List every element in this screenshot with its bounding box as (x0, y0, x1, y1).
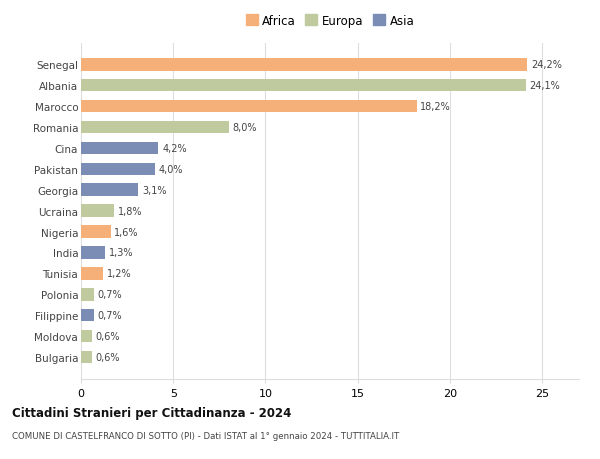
Text: 24,2%: 24,2% (531, 60, 562, 70)
Legend: Africa, Europa, Asia: Africa, Europa, Asia (242, 11, 418, 31)
Text: 4,2%: 4,2% (162, 144, 187, 154)
Text: 0,7%: 0,7% (98, 310, 122, 320)
Text: 24,1%: 24,1% (529, 81, 560, 91)
Text: COMUNE DI CASTELFRANCO DI SOTTO (PI) - Dati ISTAT al 1° gennaio 2024 - TUTTITALI: COMUNE DI CASTELFRANCO DI SOTTO (PI) - D… (12, 431, 399, 441)
Bar (81, 205, 114, 218)
Bar (81, 59, 527, 71)
Text: 0,6%: 0,6% (96, 331, 120, 341)
Bar (81, 309, 94, 322)
Text: 18,2%: 18,2% (421, 102, 451, 112)
Text: 1,2%: 1,2% (107, 269, 131, 279)
Text: 3,1%: 3,1% (142, 185, 166, 195)
Text: 4,0%: 4,0% (158, 164, 183, 174)
Text: 1,8%: 1,8% (118, 206, 142, 216)
Bar (81, 288, 94, 301)
Bar (81, 101, 416, 113)
Bar (81, 142, 158, 155)
Bar (81, 184, 138, 196)
Bar (81, 246, 105, 259)
Text: 1,3%: 1,3% (109, 248, 133, 258)
Bar (81, 122, 229, 134)
Text: 0,6%: 0,6% (96, 352, 120, 362)
Bar (81, 226, 110, 238)
Bar (81, 268, 103, 280)
Bar (81, 351, 92, 364)
Bar (81, 330, 92, 342)
Text: 1,6%: 1,6% (114, 227, 139, 237)
Text: 8,0%: 8,0% (232, 123, 257, 133)
Bar (81, 163, 155, 176)
Bar (81, 80, 526, 92)
Text: Cittadini Stranieri per Cittadinanza - 2024: Cittadini Stranieri per Cittadinanza - 2… (12, 406, 292, 419)
Text: 0,7%: 0,7% (98, 290, 122, 300)
